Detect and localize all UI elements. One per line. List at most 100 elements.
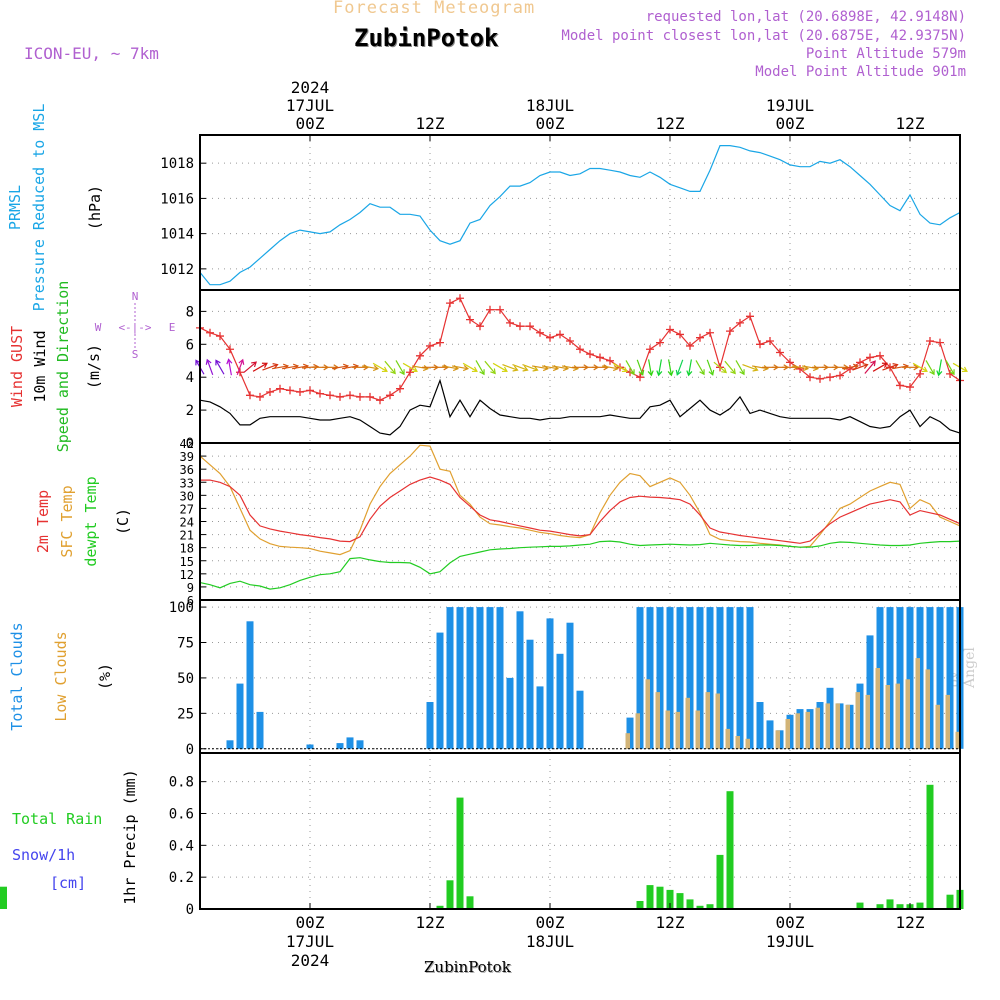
bar-low	[835, 703, 840, 749]
gust-marker	[576, 345, 584, 354]
wind-arrow-shaft	[648, 359, 652, 376]
gust-marker	[786, 358, 794, 367]
wind-arrow-head	[667, 370, 674, 377]
panel-wind: 0 2 4 6 8 Wind GUST 10m Wind Speed and Directio…	[8, 281, 968, 452]
bar-rain	[926, 784, 934, 909]
gust-marker	[686, 341, 694, 350]
wind-arrow-head	[699, 369, 705, 376]
wind-direction-arrow	[492, 362, 508, 373]
wind-arrow-head	[708, 369, 715, 376]
wind-direction-arrow	[636, 359, 645, 376]
bar-total	[676, 607, 684, 749]
bar-low	[925, 669, 930, 749]
wind-arrow-shaft	[372, 362, 388, 372]
wind-arrow-shaft	[542, 365, 558, 370]
bar-low	[895, 683, 900, 749]
bar-total	[706, 607, 714, 749]
bar-low	[815, 707, 820, 749]
gust-marker	[306, 386, 314, 395]
wind-arrow-shaft	[872, 362, 888, 372]
wind-direction-arrow	[236, 358, 245, 376]
bar-total	[546, 618, 554, 749]
wind-arrow-head	[739, 369, 745, 376]
bar-total	[906, 607, 914, 749]
left-label-pressure-2: (hPa)	[86, 185, 104, 230]
gust-marker	[476, 322, 484, 331]
precip-left-labels: Total Rain Snow/1h [cm] 1hr Precip (mm)	[12, 769, 139, 904]
wind-direction-arrow	[342, 363, 360, 370]
wind-arrow-shaft	[658, 359, 662, 376]
bar-total	[576, 690, 584, 749]
ytick-label-temperature: 36	[180, 463, 194, 477]
top-time-label: 2024	[291, 78, 330, 97]
ytick-label-wind: 2	[186, 403, 194, 419]
header-point-altitude: Point Altitude 579m	[805, 46, 966, 62]
bar-total	[736, 607, 744, 749]
wind-arrow-head	[479, 369, 485, 376]
wind-arrow-shaft	[925, 360, 935, 375]
bar-rain	[896, 904, 904, 909]
gust-marker	[416, 351, 424, 360]
bar-low	[855, 692, 860, 749]
ytick-label-pressure: 1016	[160, 191, 194, 207]
gust-marker	[506, 318, 514, 327]
bottom-time-label: 12Z	[656, 913, 685, 932]
gust-marker	[496, 305, 504, 314]
bar-rain	[886, 899, 894, 909]
gust-marker	[236, 368, 244, 377]
wind-arrow-head	[862, 363, 869, 369]
gust-marker	[296, 388, 304, 396]
top-time-label: 00Z	[776, 114, 805, 133]
wind-arrow-shaft	[938, 359, 942, 376]
wind-arrow-head	[471, 366, 478, 373]
series-line-dewpt	[199, 540, 961, 590]
left-label-temperature-3: (C)	[114, 508, 132, 535]
wind-arrow-shaft	[802, 365, 818, 370]
wind-arrow-head	[730, 368, 736, 375]
top-time-label: 12Z	[896, 114, 925, 133]
ytick-label-clouds: 100	[169, 600, 194, 616]
bar-total	[496, 607, 504, 749]
bar-total	[946, 607, 954, 749]
bar-rain	[676, 893, 684, 909]
bar-total	[456, 607, 464, 749]
gust-marker	[916, 369, 924, 378]
wind-arrow-head	[852, 363, 860, 370]
bar-low	[915, 658, 920, 749]
bar-rain	[696, 905, 704, 909]
top-time-label: 17JUL	[286, 96, 334, 115]
bar-low	[875, 668, 880, 749]
gust-marker	[366, 392, 374, 401]
wind-direction-arrow	[892, 363, 910, 370]
bar-total	[746, 607, 754, 749]
wind-direction-arrow	[412, 364, 430, 372]
wind-direction-arrow	[735, 360, 745, 376]
bar-total	[716, 607, 724, 749]
wind-arrow-shaft	[522, 364, 538, 371]
wind-arrow-head	[621, 366, 628, 373]
wind-arrow-head	[656, 370, 663, 377]
wind-arrow-head	[226, 358, 233, 365]
bar-low	[935, 704, 940, 749]
bar-total	[526, 639, 534, 749]
header-model: ICON-EU, ~ 7km	[24, 44, 159, 63]
ytick-label-pressure: 1018	[160, 156, 194, 172]
wind-direction-arrow	[864, 360, 876, 374]
bar-total	[896, 607, 904, 749]
bar-rain	[686, 899, 694, 909]
gust-marker	[676, 330, 684, 339]
panel-frame-pressure	[199, 134, 961, 291]
bar-rain	[646, 885, 654, 909]
wind-direction-arrow	[243, 361, 258, 373]
bar-low	[775, 730, 780, 749]
wind-direction-arrow	[562, 364, 580, 372]
wind-direction-arrow	[912, 362, 928, 373]
wind-direction-arrow	[706, 359, 715, 376]
panel-pressure: 1012 1014 1016 1018 PRMSL Pressure Reduced to…	[6, 104, 961, 311]
wind-arrow-shaft	[502, 364, 518, 371]
wind-arrow-head	[490, 368, 496, 375]
wind-arrow-head	[532, 365, 539, 372]
bar-rain	[446, 880, 454, 909]
wind-arrow-head	[752, 365, 759, 372]
gust-marker	[896, 381, 904, 390]
